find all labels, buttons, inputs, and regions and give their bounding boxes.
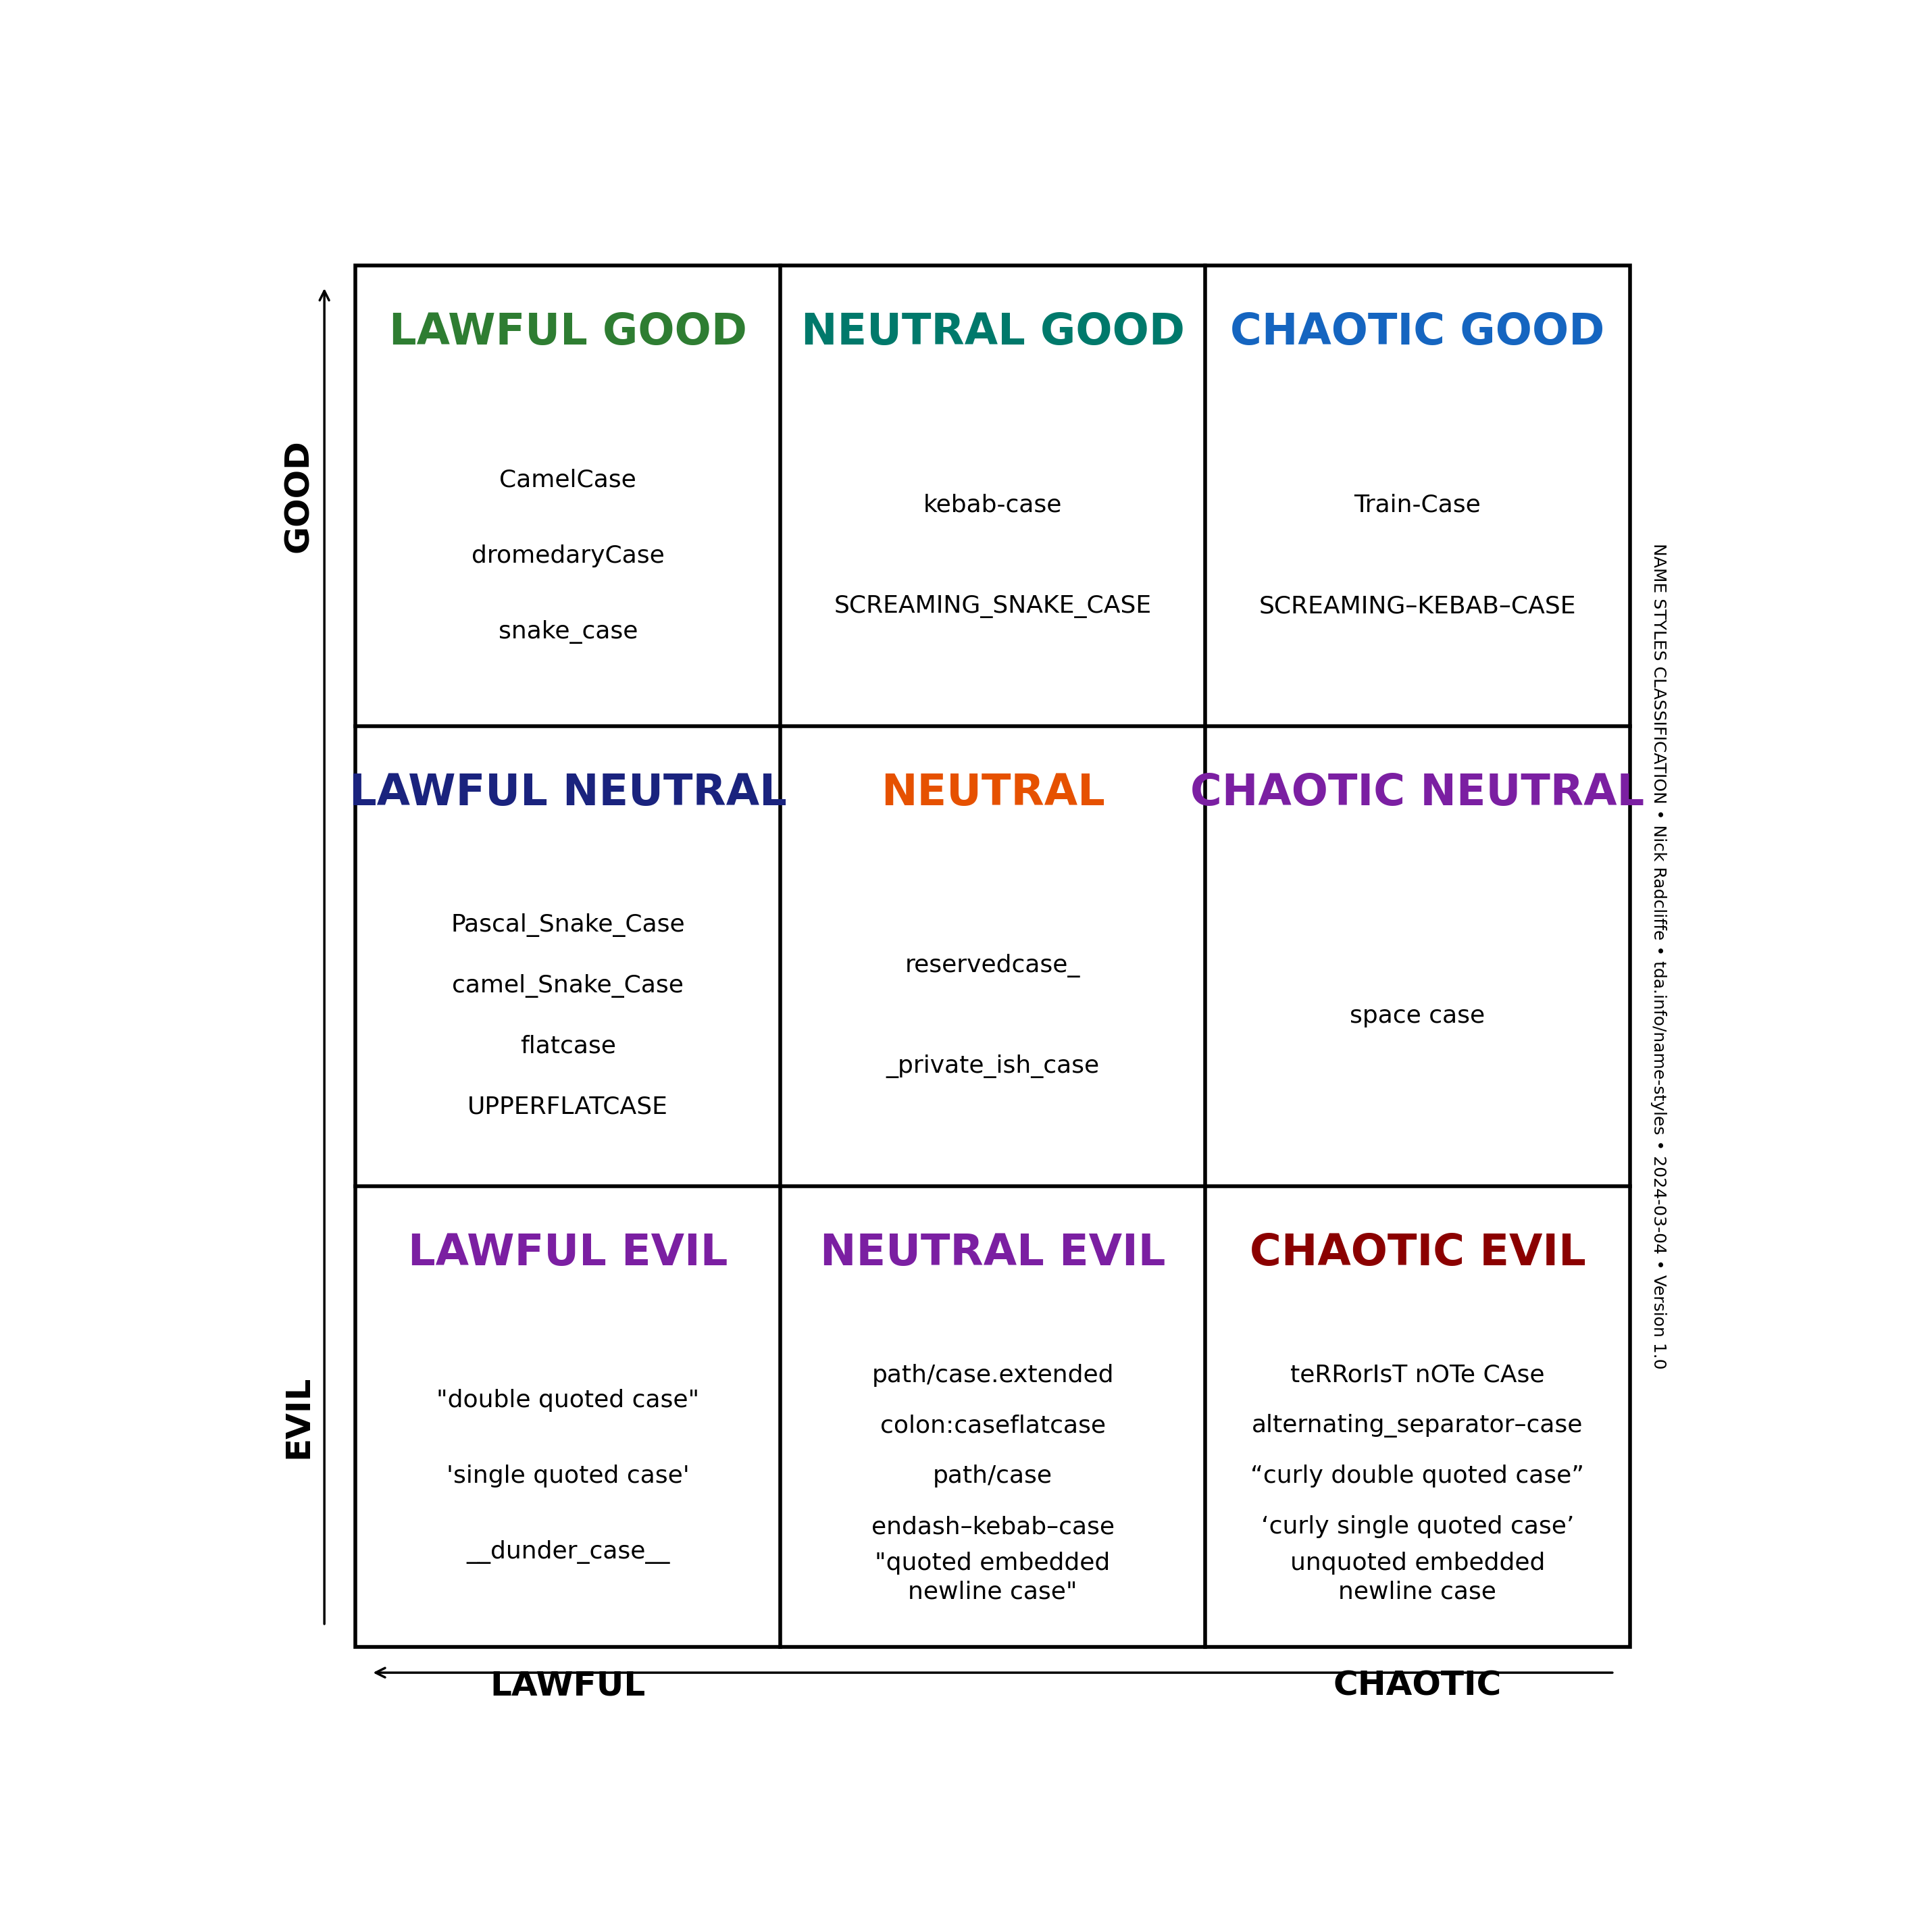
Text: alternating_separator–case: alternating_separator–case [1252, 1414, 1582, 1437]
Text: CHAOTIC NEUTRAL: CHAOTIC NEUTRAL [1190, 773, 1644, 813]
Text: CHAOTIC GOOD: CHAOTIC GOOD [1231, 311, 1605, 354]
Text: unquoted embedded
newline case: unquoted embedded newline case [1291, 1551, 1546, 1604]
Text: LAWFUL GOOD: LAWFUL GOOD [388, 311, 748, 354]
Text: "quoted embedded
newline case": "quoted embedded newline case" [875, 1551, 1111, 1604]
Text: NEUTRAL GOOD: NEUTRAL GOOD [802, 311, 1184, 354]
Text: dromedaryCase: dromedaryCase [471, 545, 665, 568]
Text: GOOD: GOOD [282, 439, 315, 553]
Text: "double quoted case": "double quoted case" [437, 1389, 699, 1412]
Text: endash–kebab–case: endash–kebab–case [871, 1515, 1115, 1538]
Text: path/case: path/case [933, 1464, 1053, 1488]
Text: Pascal_Snake_Case: Pascal_Snake_Case [450, 914, 686, 937]
Text: flatcase: flatcase [520, 1036, 616, 1059]
Text: camel_Snake_Case: camel_Snake_Case [452, 974, 684, 997]
Bar [355, 265, 1631, 1646]
Text: NAME STYLES CLASSIFICATION • Nick Radcliffe • tda.info/name-styles • 2024-03-04 : NAME STYLES CLASSIFICATION • Nick Radcli… [1650, 543, 1667, 1370]
Text: _private_ish_case: _private_ish_case [887, 1055, 1099, 1078]
Text: 'single quoted case': 'single quoted case' [446, 1464, 690, 1488]
Text: __dunder_case__: __dunder_case__ [466, 1540, 670, 1565]
Text: reservedcase_: reservedcase_ [906, 954, 1080, 978]
Text: CHAOTIC: CHAOTIC [1333, 1669, 1501, 1702]
Text: snake_case: snake_case [498, 620, 638, 643]
Text: Train-Case: Train-Case [1354, 493, 1482, 516]
Text: NEUTRAL EVIL: NEUTRAL EVIL [819, 1233, 1165, 1275]
Text: CHAOTIC EVIL: CHAOTIC EVIL [1250, 1233, 1586, 1275]
Text: LAWFUL NEUTRAL: LAWFUL NEUTRAL [350, 773, 786, 813]
Text: ‘curly single quoted case’: ‘curly single quoted case’ [1262, 1515, 1575, 1538]
Text: LAWFUL: LAWFUL [491, 1669, 645, 1702]
Text: CamelCase: CamelCase [500, 468, 636, 491]
Text: path/case.extended: path/case.extended [871, 1364, 1115, 1387]
Text: UPPERFLATCASE: UPPERFLATCASE [468, 1095, 668, 1119]
Text: EVIL: EVIL [282, 1376, 315, 1459]
Text: NEUTRAL: NEUTRAL [881, 773, 1105, 813]
Text: SCREAMING_SNAKE_CASE: SCREAMING_SNAKE_CASE [835, 595, 1151, 618]
Text: kebab-case: kebab-case [923, 493, 1063, 516]
Text: “curly double quoted case”: “curly double quoted case” [1250, 1464, 1584, 1488]
Text: SCREAMING–KEBAB–CASE: SCREAMING–KEBAB–CASE [1260, 595, 1577, 618]
Text: colon:caseflatcase: colon:caseflatcase [879, 1414, 1105, 1437]
Text: space case: space case [1350, 1005, 1486, 1028]
Text: LAWFUL EVIL: LAWFUL EVIL [408, 1233, 728, 1275]
Text: teRRorIsT nOTe CAse: teRRorIsT nOTe CAse [1291, 1364, 1546, 1387]
